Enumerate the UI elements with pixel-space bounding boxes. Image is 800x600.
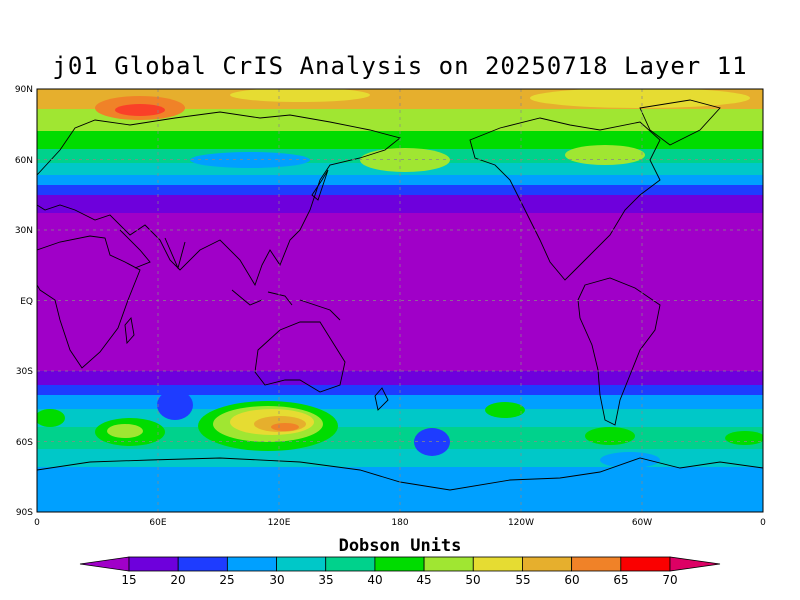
india-coast — [164, 237, 186, 270]
colorbar-cell — [374, 556, 425, 572]
colorbar-cell — [325, 556, 376, 572]
lat-labels: 90N 60N 30N EQ 30S 60S 90S — [15, 85, 33, 518]
lat-label: 60N — [15, 156, 33, 166]
colorbar-label: 45 — [416, 573, 431, 587]
aus-max-core — [271, 423, 299, 431]
lon-label: 0 — [760, 518, 766, 528]
colorbar-label: 50 — [465, 573, 480, 587]
colorbar-cell — [226, 556, 277, 572]
greenland-coast — [639, 99, 721, 146]
grid-lines — [37, 89, 763, 512]
colorbar — [79, 556, 721, 572]
lat-label: EQ — [20, 297, 33, 307]
s-indian-blue-blob — [157, 390, 193, 420]
lon-label: 60E — [149, 518, 166, 528]
npac-green-blob — [360, 148, 450, 172]
africa-coast — [37, 235, 141, 369]
lat-label: 90N — [15, 85, 33, 95]
coastlines — [37, 99, 763, 491]
colorbar-cell — [620, 556, 671, 572]
colorbar-label: 25 — [219, 573, 234, 587]
antarctica-coast — [37, 457, 763, 491]
map-title: j01 Global CrIS Analysis on 20250718 Lay… — [52, 52, 748, 80]
colorbar-cell — [177, 556, 228, 572]
lon-label: 0 — [34, 518, 40, 528]
siberia-blue-blob — [190, 152, 310, 168]
colorbar-title: Dobson Units — [338, 536, 462, 556]
colorbar-label: 20 — [170, 573, 185, 587]
colorbar-label: 65 — [613, 573, 628, 587]
colorbar-cell — [522, 556, 573, 572]
colorbar-cell — [423, 556, 474, 572]
indonesia-coast — [231, 289, 341, 321]
japan-coast — [311, 169, 329, 201]
colorbar-arrow-high — [669, 556, 721, 572]
canada-green-blob — [565, 145, 645, 165]
arabia-coast — [119, 229, 151, 269]
lat-label: 90S — [16, 508, 33, 518]
map-frame — [36, 88, 764, 513]
lon-label: 60W — [632, 518, 652, 528]
colorbar-label: 70 — [662, 573, 677, 587]
colorbar-label: 55 — [515, 573, 530, 587]
colorbar-cell — [472, 556, 523, 572]
s-pacific-blue-blob — [414, 428, 450, 456]
north-america-coast — [469, 117, 661, 281]
colorbar-labels: 15 20 25 30 35 40 45 50 55 60 65 70 — [121, 573, 677, 587]
australia-coast — [254, 321, 346, 393]
colorbar-cell — [128, 556, 179, 572]
lon-label: 120E — [268, 518, 291, 528]
band-south-6 — [37, 449, 763, 467]
drake-blue-blob — [600, 452, 660, 468]
lon-label: 120W — [508, 518, 534, 528]
arctic-max-core — [115, 104, 165, 116]
band-south-3 — [37, 395, 763, 409]
colorbar-label: 35 — [318, 573, 333, 587]
arctic-blob-west — [530, 89, 750, 108]
colorbar-label: 40 — [367, 573, 382, 587]
s-pacific-green-blob — [485, 402, 525, 418]
lon-labels: 0 60E 120E 180 120W 60W 0 — [34, 518, 766, 528]
s-atlantic-east-blob — [725, 431, 763, 445]
s-atlantic-far-blob — [37, 409, 65, 427]
colorbar-label: 30 — [269, 573, 284, 587]
lon-label: 180 — [391, 518, 408, 528]
lat-label: 30N — [15, 226, 33, 236]
colorbar-cell — [276, 556, 327, 572]
madagascar-coast — [124, 316, 135, 345]
lat-label: 30S — [16, 367, 33, 377]
colorbar-cell — [571, 556, 622, 572]
s-indian-lime-blob — [107, 424, 143, 438]
s-atlantic-green-blob — [585, 427, 635, 445]
arctic-blob-mid — [230, 89, 370, 102]
south-america-coast — [577, 277, 661, 426]
colorbar-arrow-low — [79, 556, 130, 572]
colorbar-label: 60 — [564, 573, 579, 587]
new-zealand-coast — [374, 387, 389, 411]
lat-label: 60S — [16, 438, 33, 448]
colorbar-label: 15 — [121, 573, 136, 587]
eurasia-coast — [37, 111, 401, 287]
map-panel — [37, 89, 763, 512]
